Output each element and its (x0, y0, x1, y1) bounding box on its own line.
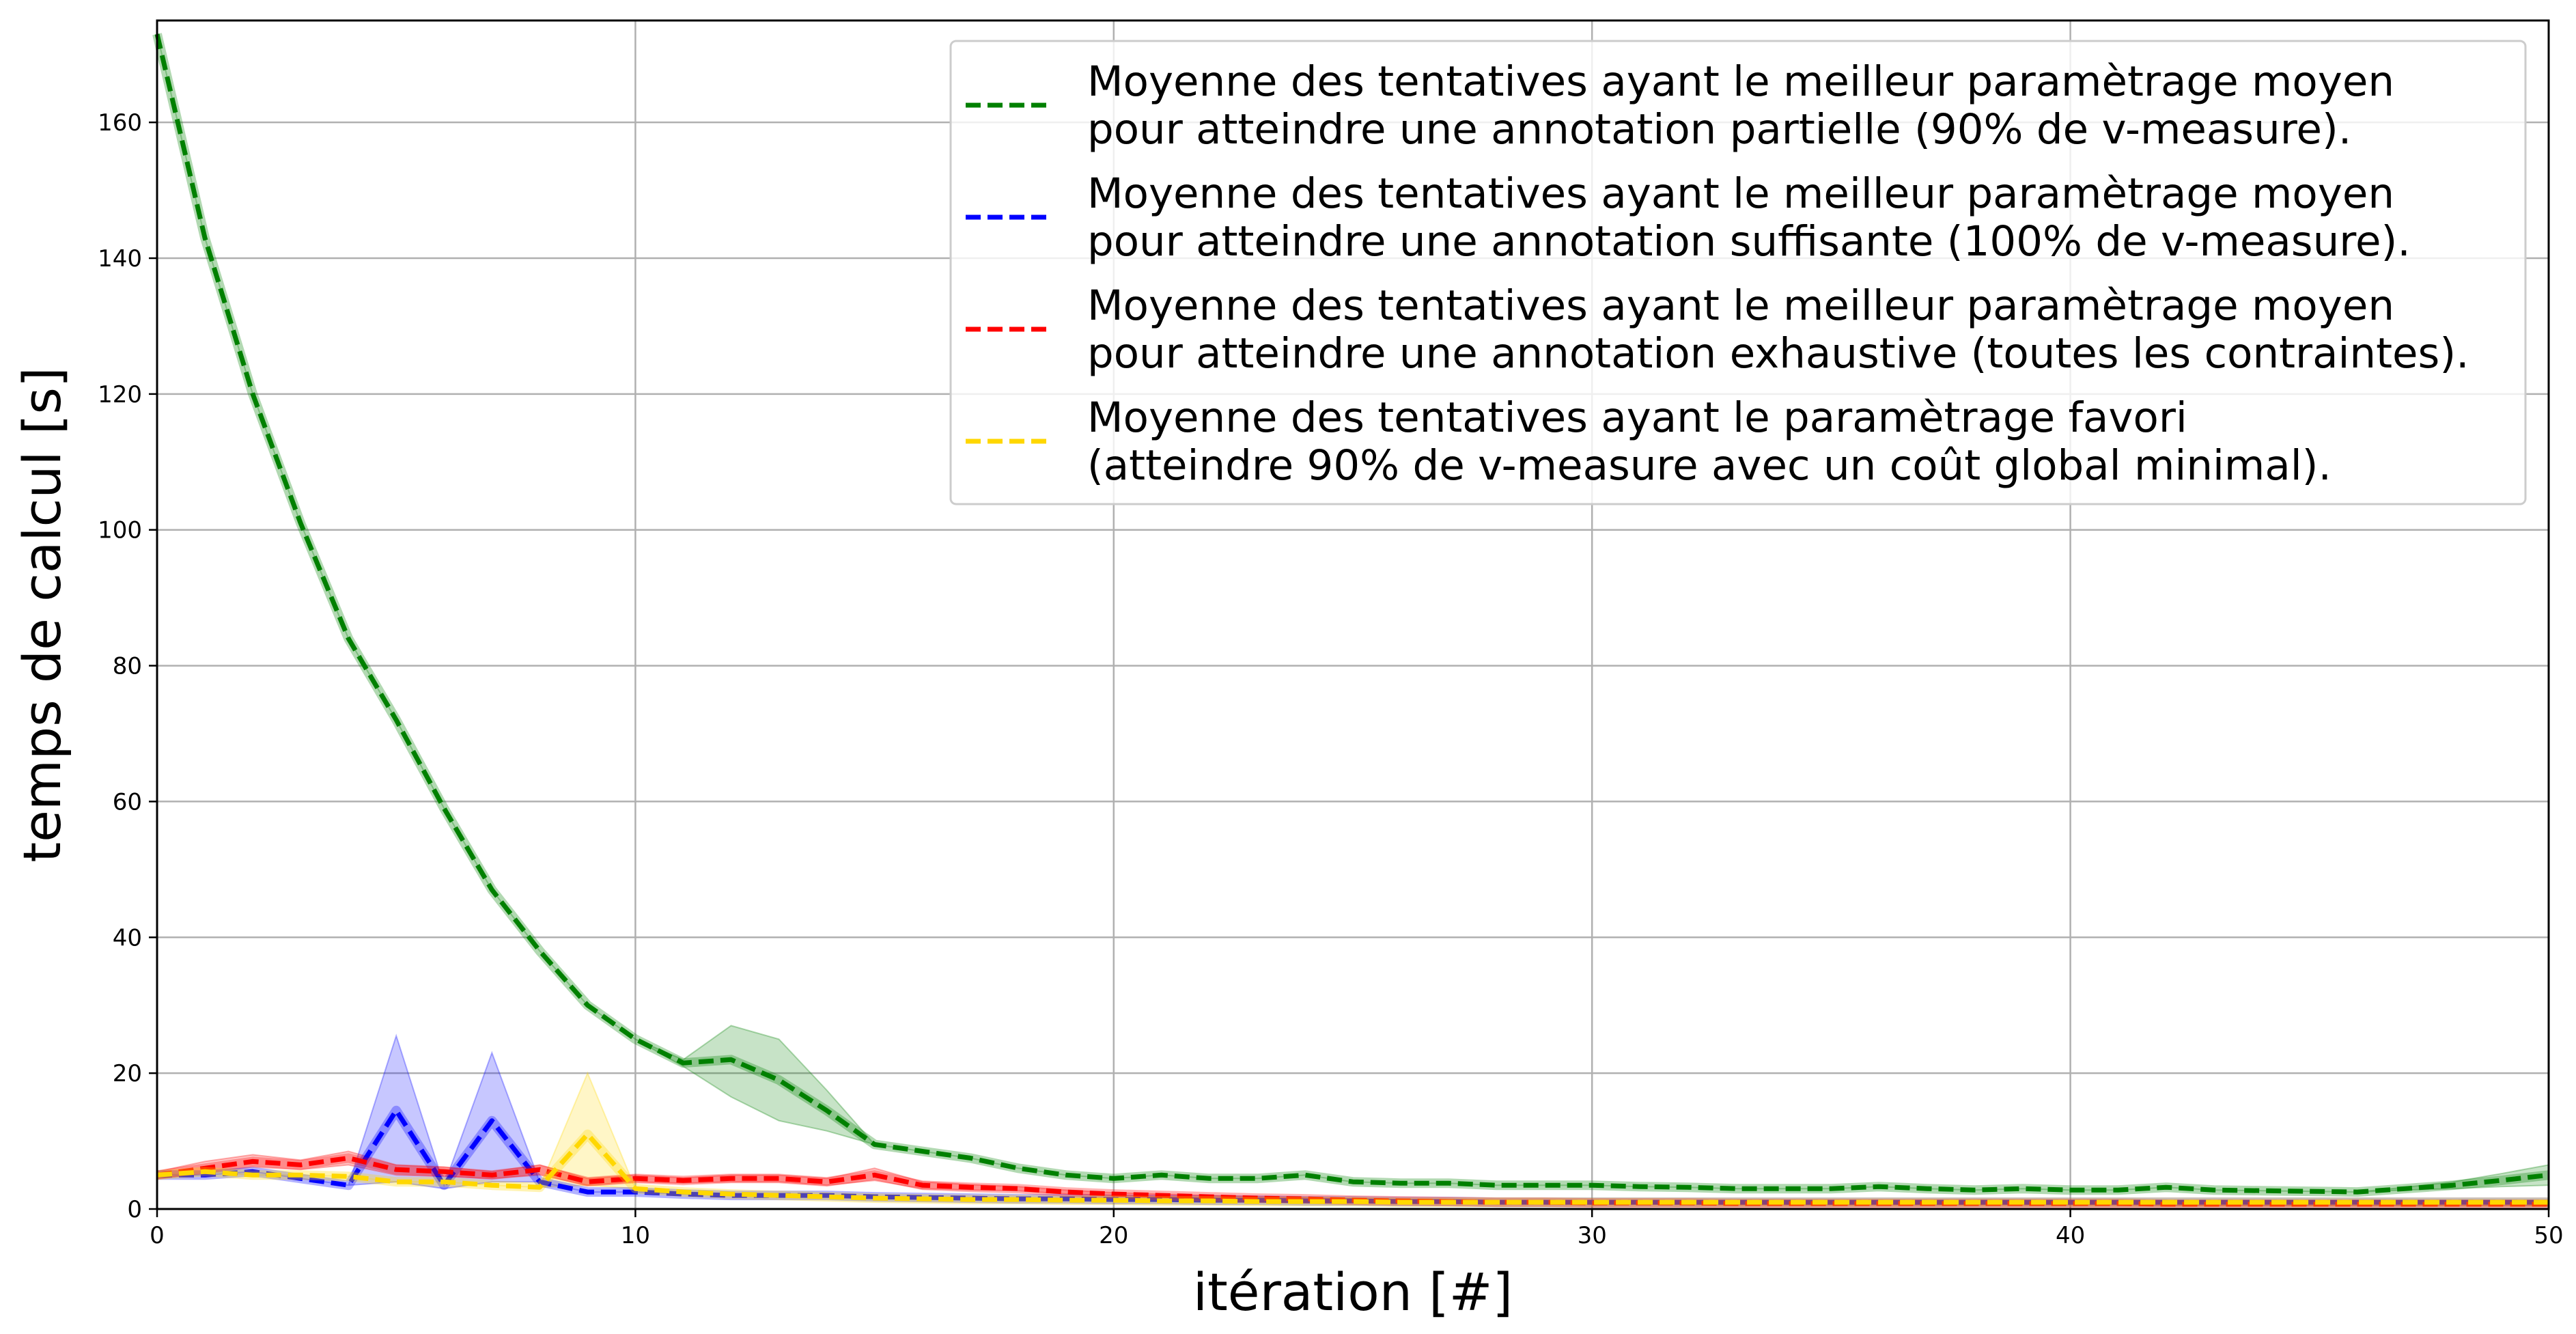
legend-item-1: Moyenne des tentatives ayant le meilleur… (966, 169, 2411, 266)
x-tick-label: 20 (1099, 1222, 1128, 1249)
legend-label: (atteindre 90% de v-measure avec un coût… (1087, 441, 2332, 490)
legend-item-3: Moyenne des tentatives ayant le paramètr… (966, 393, 2332, 490)
legend-label: Moyenne des tentatives ayant le meilleur… (1087, 169, 2394, 218)
y-tick-label: 100 (98, 517, 142, 544)
legend-item-0: Moyenne des tentatives ayant le meilleur… (966, 57, 2394, 154)
x-tick-label: 0 (150, 1222, 165, 1249)
y-tick-label: 20 (113, 1060, 142, 1087)
legend-label: Moyenne des tentatives ayant le meilleur… (1087, 57, 2394, 106)
x-tick-label: 40 (2056, 1222, 2085, 1249)
series-line-3 (156, 1132, 2549, 1205)
y-axis-title: temps de calcul [s] (12, 367, 72, 862)
legend-label: Moyenne des tentatives ayant le paramètr… (1087, 393, 2187, 442)
legend: Moyenne des tentatives ayant le meilleur… (949, 40, 2527, 505)
legend-label: pour atteindre une annotation suffisante… (1087, 217, 2411, 266)
y-tick-label: 40 (113, 924, 142, 951)
legend-label: pour atteindre une annotation exhaustive… (1087, 329, 2469, 378)
plot-frame (156, 19, 2550, 1210)
legend-box (949, 40, 2527, 505)
x-axis-title: itération [#] (1193, 1262, 1513, 1322)
axis-ticks: 0 10 20 30 40 50 0 20 40 60 80 100 120 140 160 (98, 109, 2564, 1249)
y-tick-label: 0 (127, 1196, 142, 1223)
x-tick-label: 50 (2534, 1222, 2563, 1249)
series-line-0 (154, 33, 2549, 1195)
y-tick-label: 80 (113, 653, 142, 680)
y-tick-label: 160 (98, 109, 142, 137)
legend-label: pour atteindre une annotation partielle … (1087, 105, 2351, 154)
legend-label: Moyenne des tentatives ayant le meilleur… (1087, 281, 2394, 330)
y-tick-label: 120 (98, 381, 142, 408)
x-tick-label: 30 (1578, 1222, 1607, 1249)
series-lines (152, 33, 2549, 1209)
y-tick-label: 60 (113, 788, 142, 816)
y-tick-label: 140 (98, 245, 142, 273)
x-tick-label: 10 (621, 1222, 650, 1249)
legend-item-2: Moyenne des tentatives ayant le meilleur… (966, 281, 2469, 378)
